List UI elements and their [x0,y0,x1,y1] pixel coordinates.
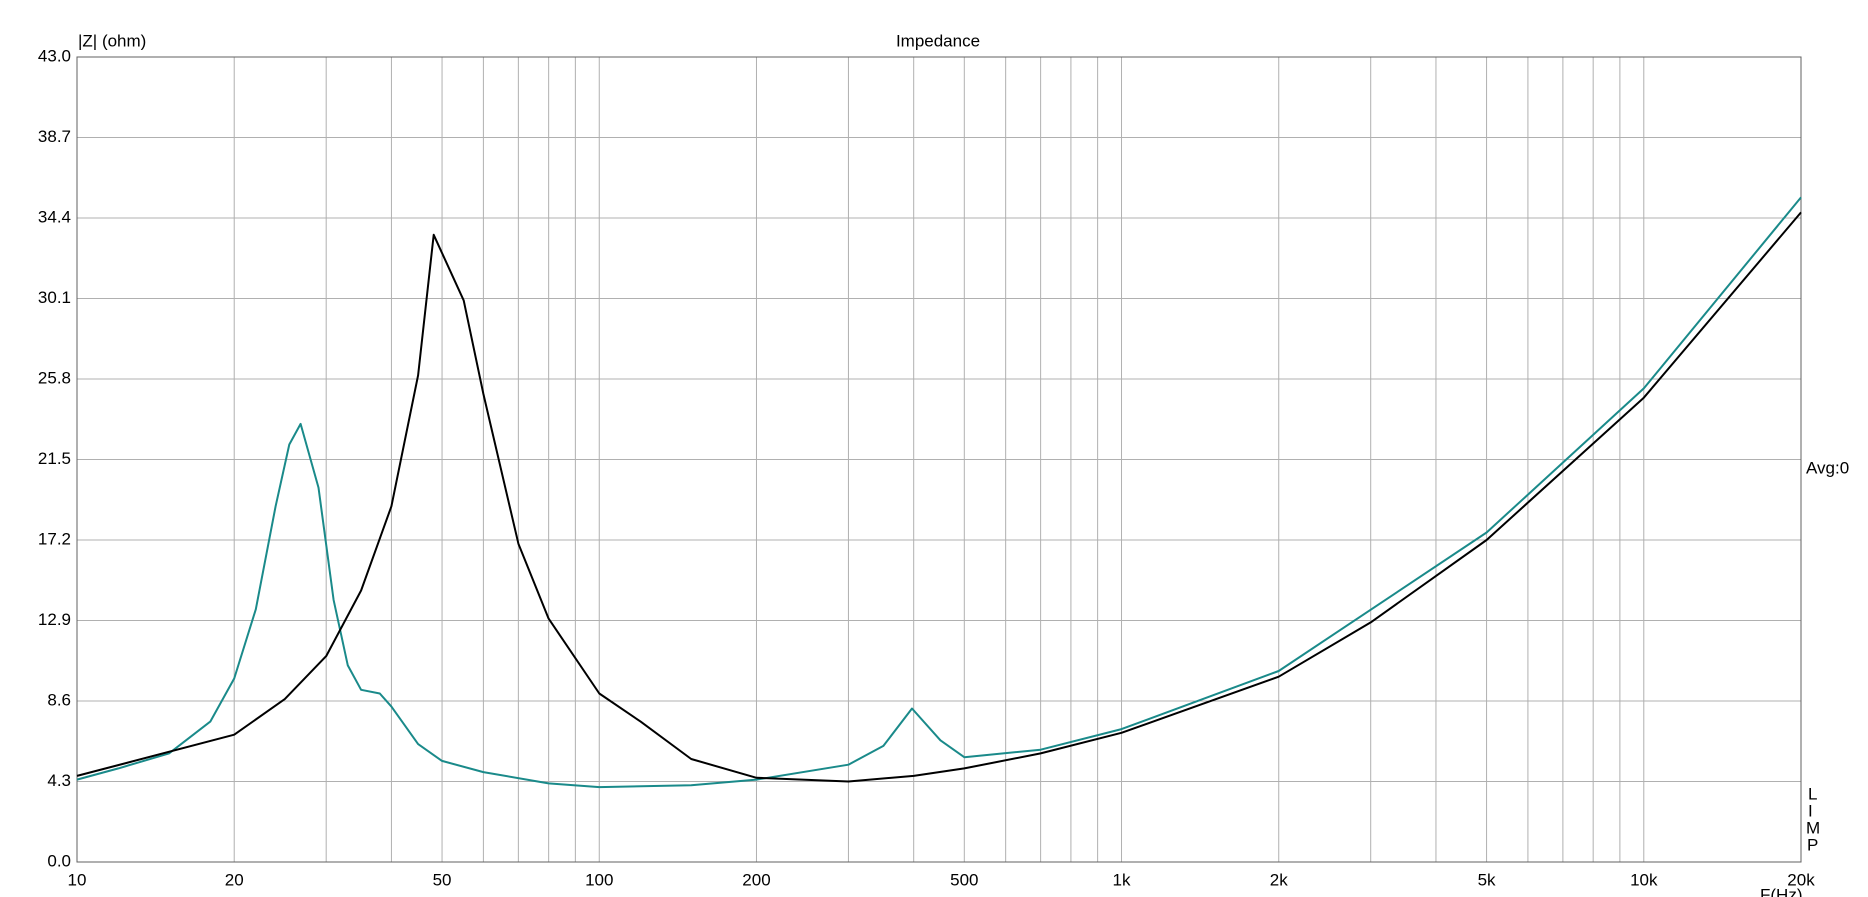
y-tick-label: 0.0 [47,851,71,870]
annotation: M [1806,818,1820,837]
x-tick-label: 1k [1113,870,1131,889]
x-tick-label: 100 [585,870,613,889]
y-tick-label: 43.0 [38,46,71,65]
plot-frame [76,56,1802,863]
y-tick-label: 38.7 [38,127,71,146]
y-tick-label: 8.6 [47,690,71,709]
x-tick-label: 5k [1478,870,1496,889]
x-tick-label: 20 [225,870,244,889]
series-line [76,211,1802,783]
x-tick-label: 200 [742,870,770,889]
annotation: Avg:0 [1806,458,1849,477]
y-tick-label: 25.8 [38,368,71,387]
y-tick-label: 34.4 [38,207,71,226]
y-tick-label: 17.2 [38,529,71,548]
x-tick-label: 50 [433,870,452,889]
x-tick-label: 20k [1787,870,1815,889]
x-tick-label: 2k [1270,870,1288,889]
y-axis-label: |Z| (ohm) [78,31,146,50]
series-line [76,196,1802,789]
y-tick-label: 30.1 [38,288,71,307]
annotation: P [1807,835,1818,854]
annotation: I [1808,801,1813,820]
chart-title: Impedance [896,31,980,50]
x-axis-label: F(Hz) [1760,885,1802,897]
x-tick-label: 500 [950,870,978,889]
annotation: L [1808,784,1817,803]
y-tick-label: 4.3 [47,771,71,790]
x-tick-label: 10k [1630,870,1658,889]
x-tick-label: 10 [68,870,87,889]
y-tick-label: 21.5 [38,449,71,468]
y-tick-label: 12.9 [38,610,71,629]
